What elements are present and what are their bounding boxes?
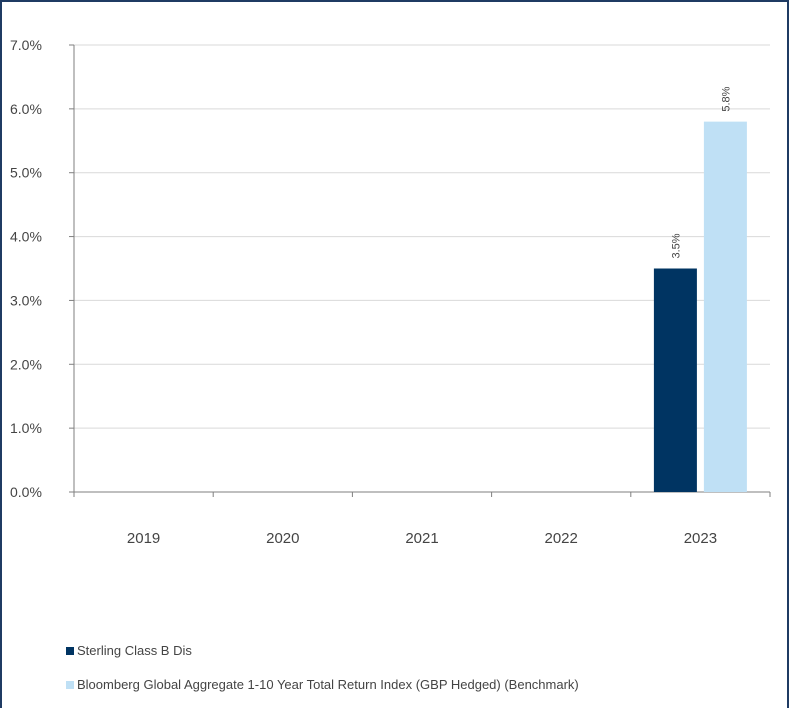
data-labels: 3.5% 5.8% [670, 86, 732, 258]
y-axis-tick-labels: 0.0% 1.0% 2.0% 3.0% 4.0% 5.0% 6.0% 7.0% [10, 37, 74, 500]
legend: Sterling Class B Dis Bloomberg Global Ag… [66, 643, 579, 711]
y-tick-label: 4.0% [10, 229, 42, 245]
gridlines [74, 44, 770, 429]
x-tick-label: 2023 [684, 530, 717, 547]
y-tick-label: 7.0% [10, 37, 42, 53]
bars [653, 121, 747, 492]
x-axis-tick-labels: 2019 2020 2021 2022 2023 [127, 530, 717, 547]
legend-swatch-fund [66, 646, 74, 655]
bar [653, 268, 697, 492]
data-label: 3.5% [670, 233, 682, 258]
y-tick-label: 0.0% [10, 484, 42, 500]
data-label: 5.8% [720, 86, 732, 111]
legend-item-fund: Sterling Class B Dis [66, 643, 579, 658]
y-tick-label: 3.0% [10, 292, 42, 308]
bar-chart: 0.0% 1.0% 2.0% 3.0% 4.0% 5.0% 6.0% 7.0% 2019 202… [10, 37, 771, 547]
bar [703, 121, 747, 492]
legend-label-fund: Sterling Class B Dis [77, 643, 192, 658]
y-tick-label: 5.0% [10, 165, 42, 181]
legend-swatch-benchmark [66, 680, 74, 689]
x-tick-label: 2020 [266, 530, 299, 547]
y-tick-label: 2.0% [10, 356, 42, 372]
legend-label-benchmark: Bloomberg Global Aggregate 1-10 Year Tot… [77, 677, 579, 692]
x-tick-label: 2022 [545, 530, 578, 547]
x-tick-label: 2019 [127, 530, 160, 547]
x-tick-label: 2021 [405, 530, 438, 547]
y-tick-label: 6.0% [10, 101, 42, 117]
y-tick-label: 1.0% [10, 420, 42, 436]
legend-item-benchmark: Bloomberg Global Aggregate 1-10 Year Tot… [66, 677, 579, 692]
